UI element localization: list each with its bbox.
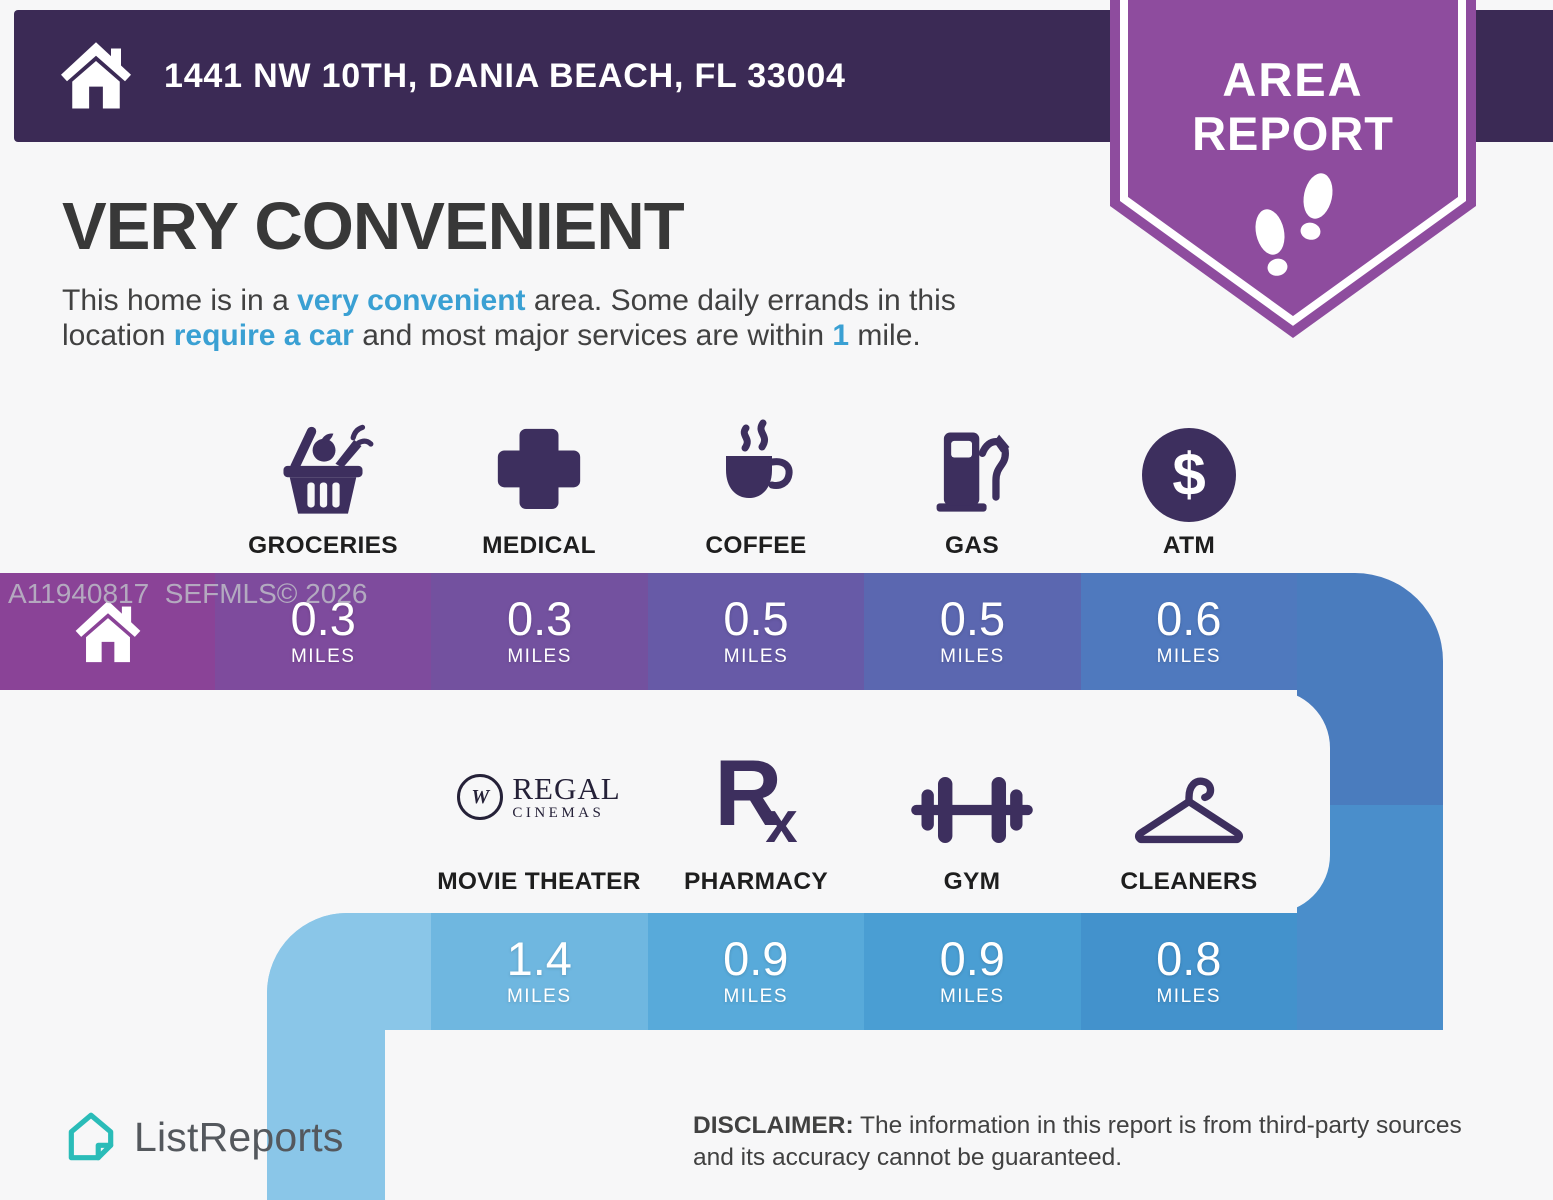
- regal-name: REGAL: [512, 771, 621, 806]
- regal-sub: CINEMAS: [512, 805, 605, 821]
- home-icon: [61, 42, 131, 109]
- poi-label: PHARMACY: [684, 868, 828, 895]
- dumbbell-icon: [911, 777, 1033, 843]
- badge-line2: REPORT: [1192, 107, 1394, 160]
- regal-mark-icon: W: [457, 774, 504, 820]
- distance-unit: MILES: [1156, 985, 1222, 1007]
- desc-highlight: require a car: [173, 319, 354, 353]
- groceries-icon: [283, 424, 374, 514]
- home-band-segment: [0, 573, 215, 690]
- band-right-filler: [1297, 913, 1443, 1030]
- distance-segment: 1.4 MILES: [431, 913, 648, 1030]
- poi-label: GYM: [943, 868, 1001, 895]
- poi-cleaners: CLEANERS: [1080, 740, 1298, 896]
- distance-value: 0.3: [290, 592, 356, 646]
- distance-segment: 0.6 MILES: [1080, 573, 1298, 690]
- rx-letter-r: R: [714, 740, 783, 845]
- distance-band-bottom: 1.4 MILES 0.9 MILES 0.9 MILES 0.8 MILES: [267, 913, 1443, 1030]
- distance-unit: MILES: [723, 645, 789, 667]
- distance-unit: MILES: [940, 645, 1005, 667]
- badge-shape: [1110, 0, 1476, 338]
- rx-icon: R x: [714, 740, 798, 858]
- poi-label: GAS: [945, 532, 999, 559]
- band-corner-top-left: [267, 913, 431, 1030]
- atm-dollar-icon: $: [1142, 428, 1236, 522]
- poi-atm: $ ATM: [1080, 404, 1298, 560]
- distance-segment: 0.9 MILES: [647, 913, 864, 1030]
- distance-unit: MILES: [290, 645, 356, 667]
- poi-movie-theater: W REGAL CINEMAS MOVIE THEATER: [430, 740, 648, 896]
- home-icon: [75, 600, 140, 662]
- band-inner-notch-right: [1140, 690, 1330, 913]
- area-report-badge: AREA REPORT: [1110, 0, 1476, 338]
- disclaimer-text: The information in this report is from t…: [693, 1112, 1462, 1171]
- distance-segment: 0.9 MILES: [864, 913, 1081, 1030]
- distance-value: 0.5: [939, 592, 1006, 646]
- distance-unit: MILES: [939, 985, 1005, 1007]
- disclaimer: DISCLAIMER: The information in this repo…: [693, 1110, 1503, 1174]
- distance-value: 0.3: [506, 592, 573, 646]
- listreports-wordmark: ListReports: [134, 1113, 344, 1160]
- distance-segment: 0.3 MILES: [215, 573, 432, 690]
- poi-medical: MEDICAL: [430, 404, 648, 560]
- disclaimer-label: DISCLAIMER:: [693, 1112, 854, 1139]
- distance-unit: MILES: [506, 985, 572, 1007]
- poi-pharmacy: R x PHARMACY: [647, 740, 865, 896]
- distance-unit: MILES: [1156, 645, 1222, 667]
- distance-value: 1.4: [506, 932, 572, 986]
- desc-text: mile.: [849, 319, 921, 353]
- desc-text: location: [62, 319, 174, 353]
- distance-value: 0.9: [939, 932, 1005, 986]
- poi-gym: GYM: [863, 740, 1081, 896]
- mls-watermark: A11940817 SEFMLS© 2026: [8, 578, 368, 609]
- distance-band-top: 0.3 MILES 0.3 MILES 0.5 MILES 0.5 MILES …: [0, 573, 1298, 690]
- badge-line1: AREA: [1222, 53, 1363, 106]
- distance-unit: MILES: [723, 985, 789, 1007]
- poi-coffee: COFFEE: [647, 404, 865, 560]
- band-inner-notch-left: [385, 1030, 635, 1200]
- distance-segment: 0.3 MILES: [431, 573, 648, 690]
- poi-label: CLEANERS: [1120, 868, 1258, 895]
- desc-text: area. Some daily errands in this: [525, 284, 956, 317]
- desc-highlight: very convenient: [297, 284, 526, 317]
- property-address: 1441 NW 10TH, DANIA BEACH, FL 33004: [164, 56, 846, 95]
- desc-highlight: 1: [832, 319, 850, 353]
- dollar-glyph: $: [1172, 441, 1206, 508]
- poi-gas: GAS: [863, 404, 1081, 560]
- listreports-logo: ListReports: [62, 1108, 344, 1166]
- distance-segment: 0.5 MILES: [864, 573, 1081, 690]
- gas-pump-icon: [936, 432, 1010, 512]
- distance-value: 0.5: [723, 592, 789, 646]
- coffee-cup-icon: [726, 419, 793, 498]
- regal-cinemas-logo: W REGAL CINEMAS: [457, 750, 620, 858]
- poi-label: MEDICAL: [482, 532, 596, 559]
- rx-letter-x: x: [765, 790, 798, 855]
- distance-value: 0.6: [1156, 592, 1222, 646]
- footprints-icon: [1255, 173, 1333, 276]
- distance-value: 0.9: [723, 932, 789, 986]
- desc-text: and most major services are within: [353, 319, 833, 353]
- poi-label: MOVIE THEATER: [437, 868, 641, 895]
- poi-groceries: GROCERIES: [214, 404, 432, 560]
- medical-cross-icon: [497, 428, 581, 509]
- distance-value: 0.8: [1156, 932, 1222, 986]
- distance-segment: 0.5 MILES: [647, 573, 865, 690]
- poi-label: COFFEE: [705, 532, 807, 559]
- desc-text: This home is in a: [62, 284, 298, 317]
- listreports-house-icon: [68, 1112, 114, 1161]
- poi-label: GROCERIES: [248, 532, 398, 559]
- poi-label: ATM: [1162, 532, 1216, 559]
- page-description: This home is in a very convenient area. …: [62, 283, 1102, 354]
- distance-segment: 0.8 MILES: [1080, 913, 1297, 1030]
- distance-unit: MILES: [507, 645, 572, 667]
- hanger-icon: [1134, 777, 1244, 844]
- page-title: VERY CONVENIENT: [62, 189, 685, 264]
